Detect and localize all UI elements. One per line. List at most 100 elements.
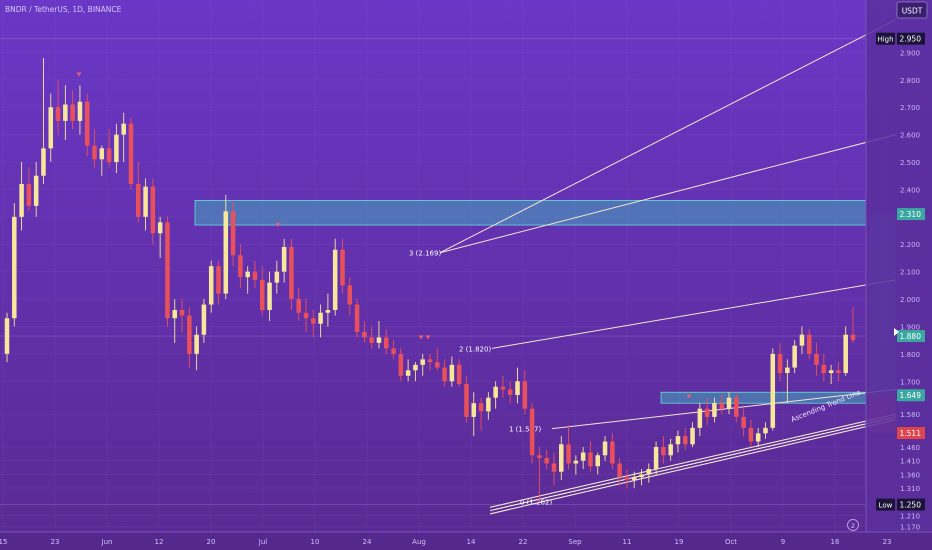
event-marker-icon[interactable] [847,519,859,531]
candle-body [748,427,754,442]
candle-body [391,348,396,354]
candle-body [230,211,236,256]
candle-body [617,463,622,478]
candle-body [121,123,126,135]
candle-body [631,477,637,480]
candle-body [63,104,68,121]
candle-body [580,452,586,461]
candle-body [464,384,469,417]
time-axis-panel[interactable] [0,532,932,550]
price-tick-label: 2.500 [900,159,920,167]
time-tick-label: 10 [311,538,320,546]
candle-body [194,334,199,354]
candle-body [216,266,221,294]
candle-body [252,271,258,280]
fib-channel-level-3[interactable] [439,134,897,254]
price-tick-label: 1.170 [900,524,920,532]
candle-body [544,458,549,464]
trend-channel-lower-1[interactable] [489,413,897,508]
trend-channel-lower-3[interactable] [489,419,897,515]
candle-body [653,447,659,469]
candle-body [704,408,710,417]
candle-body [675,436,681,445]
event-marker-label: 2 [851,522,855,530]
candle-body [99,148,105,160]
price-tick-label: 2.600 [900,132,920,140]
candle-body [427,359,433,363]
price-tick-label: 2.400 [900,186,920,194]
candle-body [734,397,739,417]
candle-body [806,334,812,354]
fib-channel-level-1[interactable] [551,388,897,430]
price-tick-label: 1.360 [900,471,920,479]
time-tick-label: 11 [623,538,632,546]
candle-body [267,282,272,311]
candle-body [493,386,498,398]
price-tick-label: 1.460 [900,444,920,452]
currency-badge[interactable] [896,1,928,19]
candle-body [537,455,542,459]
candle-body [281,246,287,272]
trend-channel-mid-dashed[interactable] [494,416,897,510]
candle-body [682,436,688,445]
candle-body [442,367,447,382]
time-tick-label: Aug [412,538,426,546]
markers-layer [76,72,692,399]
candle-body [106,148,112,163]
fib-channel-level-2[interactable] [491,279,897,349]
candle-body [712,403,717,417]
candle-body [690,427,695,445]
price-tag-value: 2.950 [900,35,922,44]
candle-body [48,107,54,149]
pivot-high-marker [425,335,431,340]
time-tick-label: 9 [781,538,785,546]
candle-body [340,249,345,286]
time-tick-label: 23 [883,538,892,546]
time-tick-label: 24 [363,538,372,546]
cursor-arrow-icon [894,328,899,336]
price-tag-caption: Low [879,502,893,510]
candle-body [143,186,148,217]
candle-body [763,427,768,434]
pivot-high-marker [686,394,692,399]
candle-body [799,334,805,346]
time-tick-label: 19 [675,538,684,546]
candle-body [610,441,615,464]
candle-body [12,216,17,319]
pivot-high-marker [76,72,82,77]
candle-body [398,353,404,376]
candle-body [296,299,301,313]
zone-resistance[interactable] [194,199,867,226]
candle-body [362,331,367,338]
price-tick-label: 1.210 [900,513,920,521]
price-tick-label: 2.000 [900,296,920,304]
candle-body [792,345,797,368]
candle-body [41,148,46,176]
price-tick-label: 1.310 [900,485,920,493]
symbol-info[interactable]: BNDR / TetherUS, 1D, BINANCE [5,5,122,14]
candle-body [551,463,557,472]
candle-body [646,468,652,475]
candles-layer [4,57,856,502]
candle-body [187,315,192,354]
time-tick-label: 15 [0,538,7,546]
price-tick-label: 2.200 [900,241,920,249]
price-axis-panel[interactable] [866,0,932,550]
time-tick-label: 16 [831,538,840,546]
pivot-high-marker [418,335,424,340]
fib-channel-level-4[interactable] [439,19,897,254]
candle-body [165,222,170,319]
candle-body [26,183,32,206]
candle-body [471,403,477,417]
candle-body [741,416,746,428]
candle-body [55,107,61,121]
time-tick-label: 22 [519,538,528,546]
price-tick-label: 2.800 [900,77,920,85]
price-tick-label: 1.410 [900,458,920,466]
time-tick-label: Sep [568,538,582,546]
candle-body [719,403,724,409]
candle-body [172,310,178,319]
price-tick-label: 1.700 [900,378,920,386]
candle-body [128,123,134,184]
